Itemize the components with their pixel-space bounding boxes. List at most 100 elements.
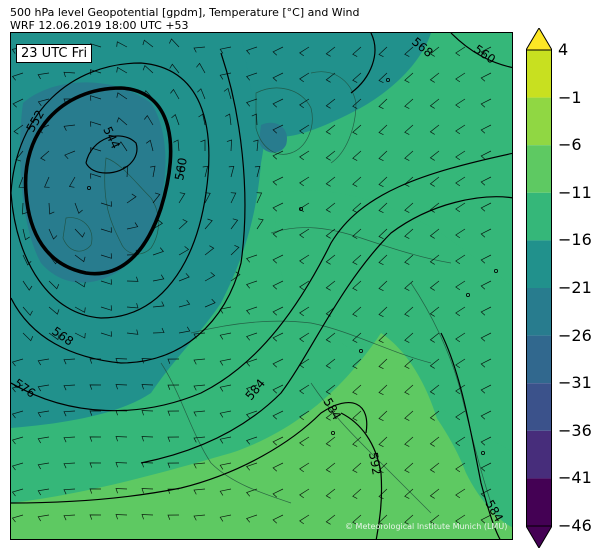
wind-barb — [170, 88, 180, 100]
wind-barb — [378, 332, 388, 344]
wind-barb — [63, 71, 76, 78]
wind-barb — [455, 150, 466, 161]
colorbar-tick-label: −46 — [558, 516, 592, 535]
weather-map: 544 552 560 568 568 560 576 584 584 592 … — [10, 32, 513, 540]
wind-barb — [63, 124, 76, 131]
temp-region-cold-pocket — [259, 122, 287, 153]
wind-barb — [480, 254, 492, 264]
wind-barb — [272, 176, 284, 186]
wind-barb — [141, 462, 154, 468]
colorbar-tick-label: −26 — [558, 325, 592, 345]
wind-barb — [455, 488, 466, 499]
wind-barb — [90, 69, 102, 75]
wind-barb — [251, 113, 258, 126]
wind-barb — [299, 358, 310, 369]
wind-barb — [142, 39, 154, 48]
wind-barb — [219, 332, 232, 340]
wind-barb — [230, 271, 241, 282]
wind-barb — [167, 384, 180, 390]
wind-barb — [219, 358, 232, 366]
wind-barb — [169, 63, 180, 74]
wind-barb — [429, 410, 440, 421]
wind-barb — [193, 358, 206, 365]
wind-barb — [246, 46, 258, 55]
wind-barb — [325, 72, 336, 83]
wind-barb — [74, 254, 86, 263]
wind-barb — [48, 306, 60, 315]
wind-barb — [116, 92, 128, 100]
wind-barb — [272, 384, 284, 394]
wind-barb — [272, 462, 284, 472]
wind-barb — [272, 228, 284, 238]
wind-barb — [480, 358, 492, 368]
wind-barb — [455, 332, 466, 343]
wind-barb — [141, 436, 154, 442]
wind-barb — [404, 46, 414, 57]
wind-barb — [429, 176, 440, 187]
wind-barb — [480, 306, 492, 316]
wind-barb — [152, 247, 164, 256]
colorbar-tick-label: −16 — [558, 230, 592, 250]
wind-barb — [246, 410, 258, 419]
wind-barb — [480, 514, 492, 524]
wind-barb — [89, 436, 102, 442]
wind-barb — [126, 329, 139, 335]
wind-barb — [193, 488, 206, 495]
wind-barb — [141, 514, 154, 520]
wind-barb — [299, 150, 310, 161]
wind-barb — [126, 193, 137, 204]
wind-barb — [272, 150, 284, 160]
wind-barb — [178, 299, 191, 308]
contour-592 — [340, 412, 383, 539]
wind-barb — [480, 202, 492, 212]
wind-barb — [68, 176, 76, 188]
wind-barb — [246, 384, 258, 393]
wind-barb — [48, 254, 59, 265]
contour-568-west — [11, 52, 246, 364]
wind-barb — [37, 72, 50, 80]
contour-584 — [140, 196, 512, 464]
wind-barb — [429, 46, 440, 57]
wind-barb — [272, 72, 284, 82]
colorbar-band — [526, 430, 552, 479]
contour-584-south — [11, 402, 368, 504]
contour-label-560: 560 — [172, 157, 190, 182]
wind-barb — [145, 139, 154, 152]
wind-barb — [378, 306, 388, 318]
wind-barb — [63, 410, 76, 417]
wind-barb — [230, 192, 237, 204]
wind-barb — [74, 306, 86, 313]
wind-barb — [126, 222, 139, 230]
colorbar-extend-top — [526, 28, 552, 51]
wind-barb — [11, 488, 24, 497]
wind-barb — [219, 488, 232, 496]
wind-barb — [246, 306, 258, 315]
wind-barb — [141, 358, 154, 364]
wind-barb — [480, 176, 492, 186]
wind-barb — [167, 410, 180, 416]
wind-barb — [202, 165, 209, 178]
wind-barb — [378, 46, 388, 58]
wind-barb — [352, 436, 362, 447]
wind-barb — [352, 98, 362, 109]
wind-barb — [11, 72, 24, 81]
wind-barb — [272, 488, 284, 498]
wind-barb — [89, 514, 102, 520]
wind-barb — [116, 66, 128, 74]
wind-barb — [141, 410, 154, 416]
wind-barb — [193, 462, 206, 469]
wind-barb — [89, 358, 102, 364]
wind-barb — [15, 150, 24, 162]
wind-barb — [256, 192, 263, 204]
wind-barb — [352, 306, 362, 317]
colorbar-band — [526, 240, 552, 288]
wind-barb — [63, 514, 76, 521]
colorbar-tick-label: −6 — [558, 135, 582, 155]
wind-barb — [115, 514, 128, 520]
wind-barb — [429, 306, 440, 317]
wind-barb — [455, 46, 466, 57]
wind-barb — [325, 436, 336, 447]
wind-barb — [40, 150, 50, 161]
wind-barb — [404, 228, 414, 239]
wind-barb — [150, 165, 156, 178]
